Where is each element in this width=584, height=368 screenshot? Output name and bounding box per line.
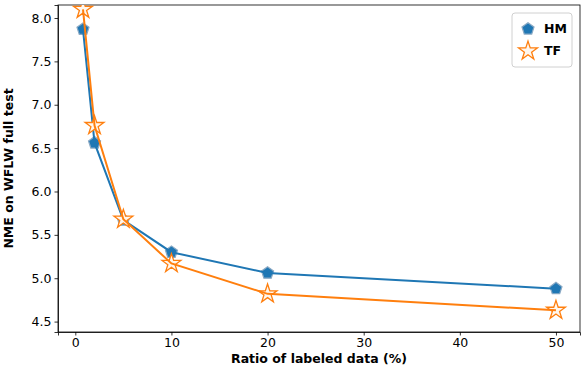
tick: 50 (549, 332, 565, 350)
tick-label: 6.0 (32, 184, 52, 199)
series (77, 23, 562, 294)
tick: 10 (164, 332, 180, 350)
plot-frame (58, 5, 580, 332)
tick-label: 20 (260, 335, 276, 350)
tick: 5.0 (32, 271, 58, 286)
tick: 6.0 (32, 184, 58, 199)
tick-mark (55, 322, 59, 323)
axis-line (59, 333, 581, 336)
tick-label: 40 (452, 335, 468, 350)
chart: 0 10 20 30 40 50 4.5 5.0 5.5 6.0 6.5 7.0 7.5 8.0 HM TF R… (0, 0, 584, 368)
tick-mark (55, 61, 59, 62)
legend-marker (519, 41, 538, 59)
tick-label: 0 (72, 335, 80, 350)
plot: 0 10 20 30 40 50 4.5 5.0 5.5 6.0 6.5 7.0 7.5 8.0 HM TF (32, 0, 581, 350)
y-axis: 4.5 5.0 5.5 6.0 6.5 7.0 7.5 8.0 (32, 6, 59, 333)
tick-mark (55, 235, 59, 236)
tick: 0 (72, 332, 80, 350)
x-axis: 0 10 20 30 40 50 (59, 332, 581, 350)
tick: 5.5 (32, 227, 58, 242)
data-layer (74, 5, 566, 318)
legend-label: TF (544, 43, 561, 58)
x-axis-title: Ratio of labeled data (%) (231, 351, 407, 366)
legend-box (512, 13, 572, 67)
tick-label: 30 (356, 335, 372, 350)
tick: 40 (452, 332, 468, 350)
legend-marker (522, 23, 534, 34)
tick: 6.5 (32, 141, 58, 156)
tick-label: 6.5 (32, 141, 52, 156)
axis-line (55, 6, 59, 333)
tick-label: 5.5 (32, 227, 52, 242)
legend: HM TF (512, 13, 572, 67)
tick-label: 5.0 (32, 271, 52, 286)
tick-label: 7.5 (32, 54, 52, 69)
tick-label: 8.0 (32, 11, 52, 26)
tick: 7.0 (32, 97, 58, 112)
tick-label: 7.0 (32, 97, 52, 112)
tick-label: 4.5 (32, 314, 52, 329)
legend-label: HM (544, 21, 567, 36)
tick-label: 10 (164, 335, 180, 350)
tick-mark (55, 191, 59, 192)
tick-mark (55, 148, 59, 149)
tick-mark (55, 278, 59, 279)
tick: 7.5 (32, 54, 58, 69)
y-axis-title: NME on WFLW full test (1, 88, 16, 248)
tick: 8.0 (32, 11, 58, 26)
tick: 20 (260, 332, 276, 350)
series (74, 5, 566, 318)
line (83, 9, 556, 310)
tick-mark (55, 18, 59, 19)
tick-mark (55, 105, 59, 106)
tick-label: 50 (549, 335, 565, 350)
line (83, 29, 556, 288)
tick: 4.5 (32, 314, 58, 329)
tick: 30 (356, 332, 372, 350)
